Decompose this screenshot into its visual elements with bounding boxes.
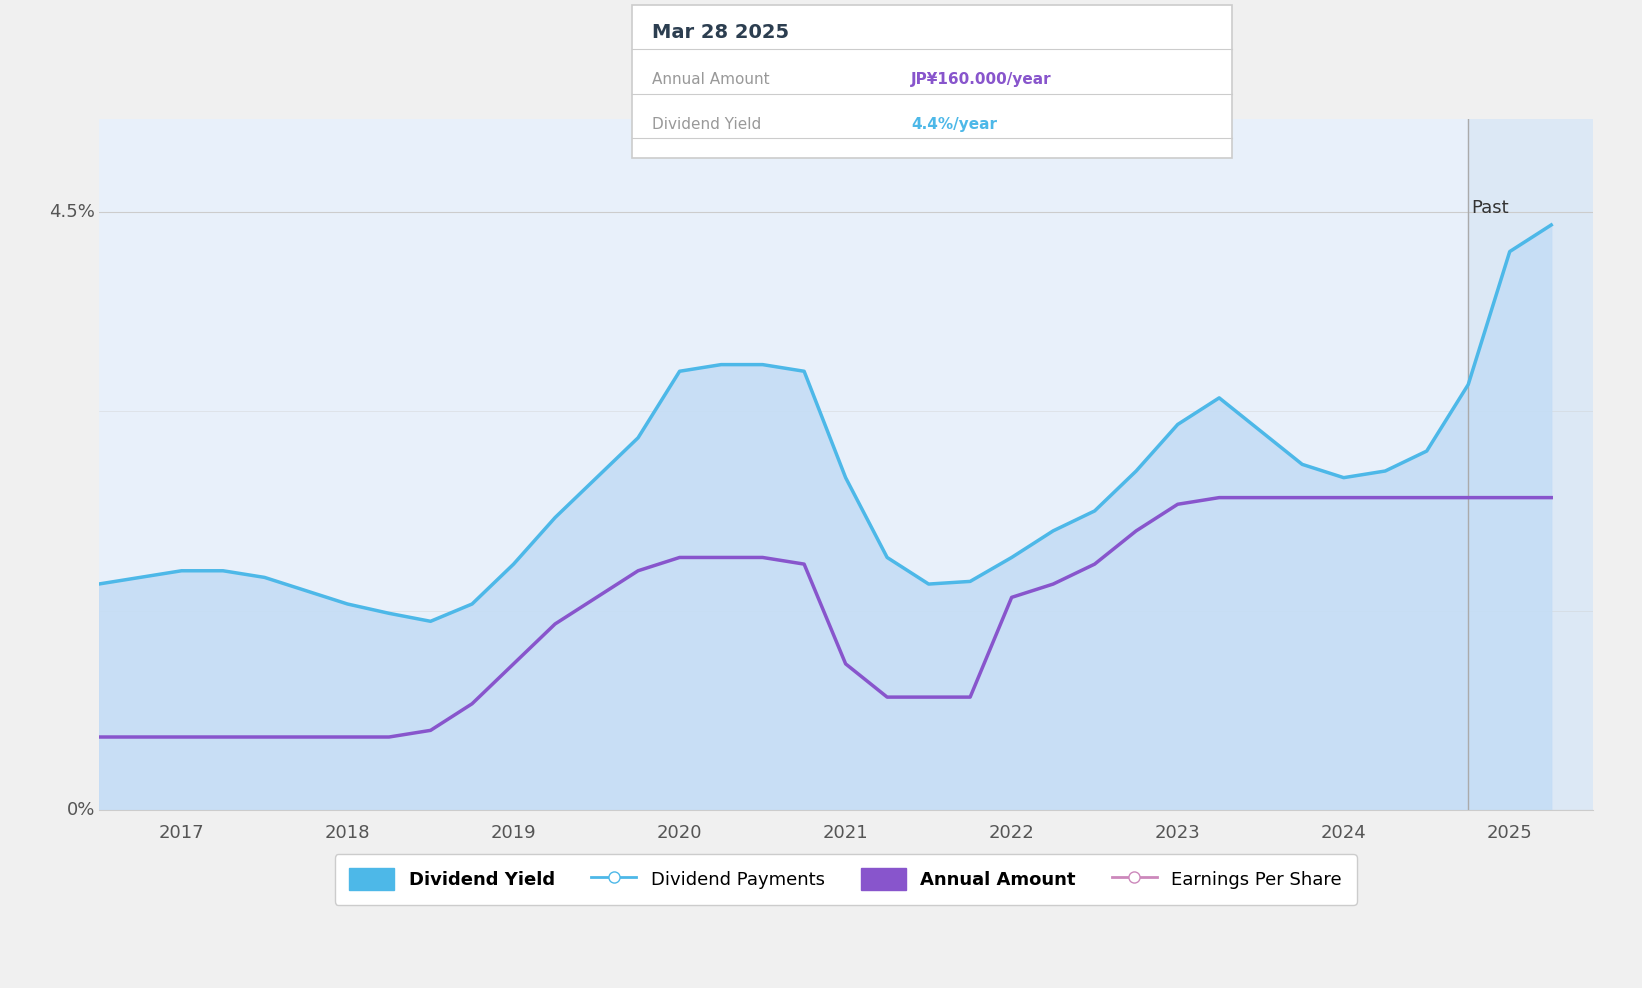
- Text: Mar 28 2025: Mar 28 2025: [652, 23, 790, 41]
- Text: Annual Amount: Annual Amount: [652, 72, 770, 87]
- Text: Past: Past: [1471, 200, 1509, 217]
- Legend: Dividend Yield, Dividend Payments, Annual Amount, Earnings Per Share: Dividend Yield, Dividend Payments, Annua…: [335, 854, 1356, 905]
- Text: JP¥160.000/year: JP¥160.000/year: [911, 72, 1053, 87]
- Text: 0%: 0%: [67, 801, 95, 819]
- Text: 4.5%: 4.5%: [49, 203, 95, 220]
- Text: Dividend Yield: Dividend Yield: [652, 117, 762, 131]
- Bar: [1468, 119, 1593, 810]
- Text: 4.4%/year: 4.4%/year: [911, 117, 997, 131]
